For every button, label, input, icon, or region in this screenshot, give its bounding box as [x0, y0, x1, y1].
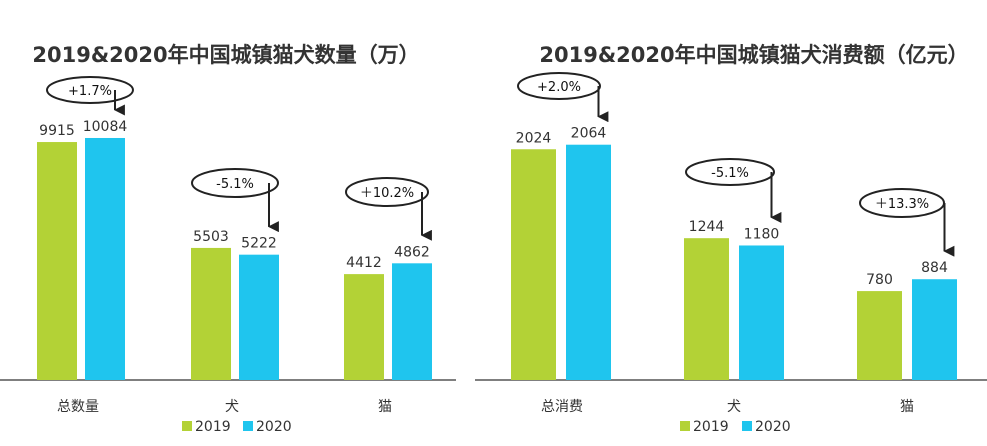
change-label: ＋10.2%: [360, 186, 414, 201]
category-label: 猫: [378, 399, 392, 415]
change-label: +2.0%: [537, 80, 581, 95]
bar-2020-1: [739, 245, 784, 380]
category-label: 猫: [900, 399, 914, 415]
bar-2019-0: [37, 142, 77, 380]
category-label: 犬: [225, 399, 239, 415]
change-ellipse: [685, 158, 775, 186]
chart-title: 2019&2020年中国城镇猫犬消费额（亿元）: [539, 43, 968, 67]
data-label-2019-2: 4412: [346, 255, 382, 271]
data-label-2020-1: 1180: [744, 226, 780, 242]
bar-2020-1: [239, 254, 279, 380]
data-label-2019-1: 5503: [193, 229, 229, 245]
change-ellipse: [46, 76, 134, 104]
bar-2019-2: [344, 274, 384, 380]
legend-swatch-2020: [243, 421, 253, 431]
bar-2019-0: [511, 149, 556, 380]
change-label: ＋13.3%: [875, 197, 929, 212]
bar-2020-0: [85, 137, 125, 380]
bar-2019-1: [191, 247, 231, 380]
legend-label-2020: 2020: [755, 419, 791, 435]
change-label: +1.7%: [68, 84, 112, 99]
data-label-2019-1: 1244: [689, 219, 725, 235]
legend-swatch-2019: [680, 421, 690, 431]
data-label-2020-0: 10084: [83, 119, 128, 135]
change-label: -5.1%: [711, 166, 749, 181]
legend-label-2020: 2020: [256, 419, 292, 435]
data-label-2019-0: 9915: [39, 123, 75, 139]
category-label: 总数量: [57, 399, 99, 415]
data-label-2020-1: 5222: [241, 236, 277, 252]
change-ellipse: [517, 72, 601, 100]
chart-count: 2019&2020年中国城镇猫犬数量（万） 9915 5503 4412 10084 5…: [0, 43, 456, 435]
change-label: -5.1%: [216, 177, 254, 192]
legend: 2019 2020: [680, 419, 791, 435]
legend-swatch-2020: [742, 421, 752, 431]
category-label: 总消费: [541, 399, 583, 415]
change-ellipse: [345, 177, 429, 207]
data-label-2019-2: 780: [866, 272, 893, 288]
category-label: 犬: [727, 399, 741, 415]
bar-2020-2: [912, 279, 957, 380]
bar-2019-2: [857, 291, 902, 380]
data-label-2020-2: 4862: [394, 244, 430, 260]
legend-label-2019: 2019: [693, 419, 729, 435]
chart-spending: 2019&2020年中国城镇猫犬消费额（亿元） 2024 1244 780 2064 1…: [475, 43, 987, 435]
bar-2019-1: [684, 238, 729, 380]
legend-swatch-2019: [182, 421, 192, 431]
legend: 2019 2020: [182, 419, 292, 435]
data-label-2020-0: 2064: [571, 126, 607, 142]
chart-title: 2019&2020年中国城镇猫犬数量（万）: [32, 43, 419, 67]
bar-2020-2: [392, 263, 432, 380]
bar-2020-0: [566, 144, 611, 380]
data-label-2020-2: 884: [921, 260, 948, 276]
legend-label-2019: 2019: [195, 419, 231, 435]
data-label-2019-0: 2024: [516, 130, 552, 146]
change-ellipse: [191, 168, 279, 198]
